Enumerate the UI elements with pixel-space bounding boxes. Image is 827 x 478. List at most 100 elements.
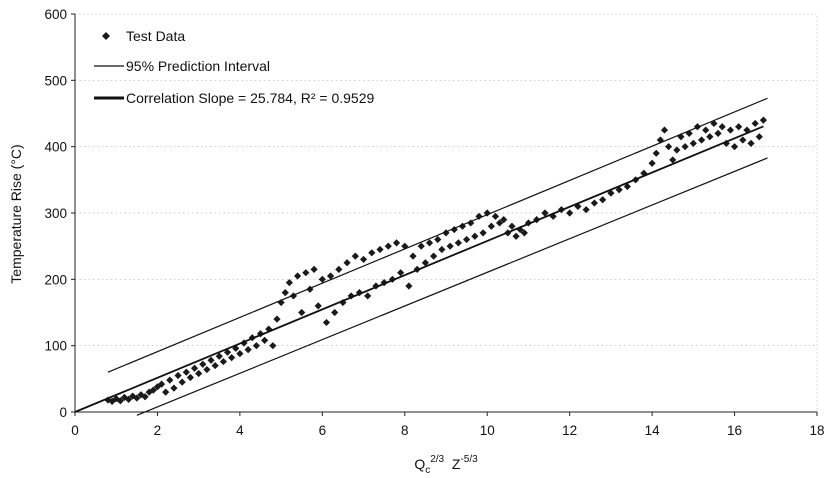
data-point	[417, 242, 425, 250]
legend-marker-test-data	[102, 32, 110, 40]
data-point	[541, 209, 549, 217]
data-point	[574, 202, 582, 210]
legend-label-prediction: 95% Prediction Interval	[126, 58, 270, 74]
data-point	[718, 123, 726, 131]
data-point	[252, 342, 260, 350]
data-point	[475, 212, 483, 220]
data-point	[281, 289, 289, 297]
data-point	[726, 126, 735, 134]
data-point	[190, 364, 199, 372]
data-point	[392, 239, 401, 247]
data-point	[599, 196, 607, 204]
data-point	[314, 302, 322, 310]
data-point	[479, 229, 487, 237]
x-axis-title-z: Z	[444, 456, 461, 472]
data-point	[166, 376, 174, 384]
x-tick-label-6: 6	[319, 423, 327, 438]
x-tick-label-4: 4	[236, 423, 244, 438]
data-point	[273, 315, 281, 323]
data-point	[702, 126, 710, 134]
data-point	[228, 354, 236, 362]
test-data-points	[104, 116, 768, 405]
prediction-interval-lower-line	[136, 157, 768, 416]
x-axis-title-sup2: -5/3	[460, 454, 478, 465]
data-point	[215, 352, 223, 360]
y-tick-label-600: 600	[44, 7, 67, 22]
data-point	[186, 373, 195, 382]
y-axis-title: Temperature Rise (°C)	[8, 144, 24, 283]
tick-labels: 0 2 4 6 8 10 12 14 16 18 0 100 200 300 400 500 600	[44, 7, 824, 438]
data-point	[261, 336, 269, 344]
data-point	[463, 235, 471, 244]
data-point	[322, 318, 331, 327]
x-axis-title-sub: c	[425, 465, 430, 476]
data-point	[195, 369, 203, 378]
data-point	[697, 136, 706, 144]
data-point	[207, 356, 215, 364]
data-point	[446, 242, 454, 250]
data-point	[615, 186, 623, 194]
data-point	[236, 350, 244, 358]
legend-label-correlation: Correlation Slope = 25.784, R² = 0.9529	[126, 90, 374, 106]
y-tick-label-500: 500	[44, 73, 67, 88]
x-tick-label-16: 16	[727, 423, 742, 438]
data-point	[343, 259, 351, 267]
data-point	[269, 342, 277, 350]
x-tick-label-14: 14	[645, 423, 661, 438]
data-point	[747, 139, 755, 147]
x-tick-label-0: 0	[71, 423, 79, 438]
data-point	[735, 123, 743, 131]
data-point	[648, 159, 656, 167]
fit-lines	[74, 97, 768, 416]
data-point	[380, 279, 388, 287]
data-point	[430, 252, 438, 260]
x-tick-label-2: 2	[154, 423, 162, 438]
data-point	[685, 129, 693, 137]
axes	[71, 13, 818, 416]
data-point	[425, 239, 434, 247]
data-point	[714, 129, 722, 137]
legend: Test Data 95% Prediction Interval Correl…	[94, 28, 423, 118]
data-point	[669, 156, 677, 164]
data-point	[751, 119, 759, 128]
data-point	[310, 265, 318, 273]
data-point	[359, 255, 368, 264]
y-tick-label-0: 0	[59, 405, 67, 420]
data-point	[512, 232, 520, 240]
data-point	[421, 259, 429, 267]
data-point	[178, 378, 186, 386]
data-point	[302, 269, 310, 277]
y-tick-label-200: 200	[44, 272, 67, 287]
data-point	[656, 136, 664, 144]
data-point	[652, 149, 660, 157]
data-point	[487, 222, 495, 230]
y-tick-label-300: 300	[44, 206, 67, 221]
data-point	[211, 361, 219, 370]
x-axis-title-sup1: 2/3	[430, 454, 444, 465]
correlation-line	[74, 125, 764, 413]
y-tick-label-400: 400	[44, 140, 67, 155]
data-point	[335, 265, 343, 273]
data-point	[203, 365, 211, 374]
x-tick-label-10: 10	[480, 423, 495, 438]
data-point	[500, 216, 508, 224]
data-point	[681, 143, 689, 151]
data-point	[516, 225, 524, 234]
x-tick-label-12: 12	[562, 423, 577, 438]
x-axis-title-q: Q	[414, 456, 425, 472]
data-point	[689, 139, 697, 147]
data-point	[405, 282, 413, 290]
legend-background	[155, 108, 423, 118]
data-point	[298, 308, 306, 317]
data-point	[739, 136, 747, 144]
data-point	[355, 289, 364, 297]
data-point	[438, 245, 446, 254]
data-point	[364, 292, 372, 300]
data-point	[129, 392, 137, 400]
data-point	[240, 339, 248, 347]
data-point	[549, 212, 557, 220]
data-point	[162, 388, 170, 396]
data-point	[607, 189, 615, 197]
data-point	[491, 212, 500, 220]
